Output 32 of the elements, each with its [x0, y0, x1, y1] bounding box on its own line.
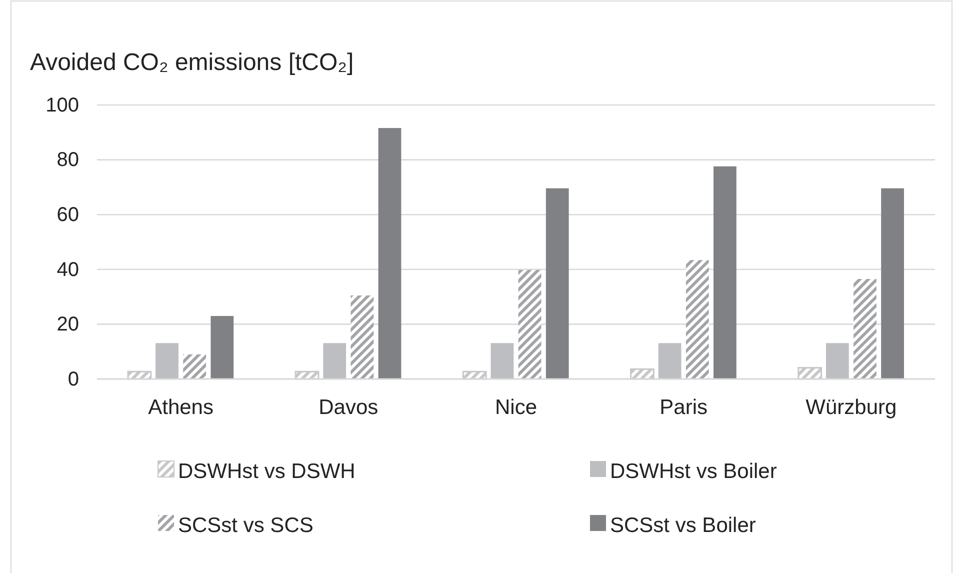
y-tick-label: 60: [56, 204, 79, 226]
y-tick-label: 20: [56, 314, 79, 336]
bar: [546, 188, 569, 379]
bar: [854, 278, 876, 379]
y-tick-label: 0: [68, 368, 79, 390]
bar: [686, 260, 709, 379]
x-tick-label: Nice: [494, 396, 538, 419]
legend-label: DSWHst vs DSWH: [178, 460, 356, 483]
bar: [490, 343, 514, 379]
bar: [183, 354, 206, 379]
y-tick-label: 40: [56, 258, 79, 281]
x-tick-label: Paris: [660, 396, 708, 419]
bar: [350, 295, 374, 379]
legend-label: SCSst vs SCS: [178, 514, 314, 537]
x-tick-label: Davos: [318, 396, 378, 419]
y-tick-label: 100: [46, 94, 79, 116]
bar: [518, 270, 542, 379]
legend-label: DSWHst vs Boiler: [610, 460, 777, 483]
bar: [798, 367, 822, 380]
bar: [323, 343, 346, 379]
bar: [714, 166, 736, 379]
chart-title: Avoided CO₂ emissions [tCO₂]: [30, 49, 354, 76]
bar: [826, 343, 849, 379]
x-tick-label: Athens: [148, 396, 214, 419]
bar: [210, 316, 234, 379]
legend-label: SCSst vs Boiler: [610, 514, 756, 537]
bar: [156, 343, 178, 379]
bar: [378, 128, 402, 379]
y-tick-label: 80: [56, 149, 79, 172]
bar: [658, 343, 682, 379]
bar: [881, 188, 904, 379]
x-tick-label: Würzburg: [806, 396, 897, 419]
